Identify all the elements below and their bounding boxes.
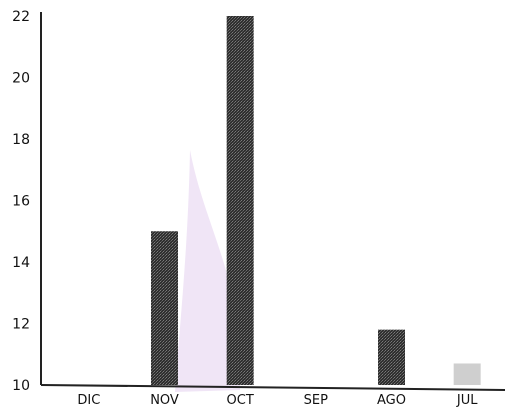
x-tick-label: AGO [377, 393, 406, 408]
y-tick-label: 22 [12, 9, 30, 25]
x-tick-label: JUL [456, 393, 478, 408]
x-tick-label: DIC [77, 393, 100, 408]
y-tick-label: 12 [12, 317, 30, 333]
y-tick-label: 14 [12, 255, 30, 271]
bar-jul [453, 363, 481, 385]
x-axis-labels: DIC NOV OCT SEP AGO JUL [77, 393, 478, 408]
y-tick-label: 10 [12, 378, 30, 394]
x-tick-label: NOV [150, 393, 179, 408]
bar-oct [226, 16, 254, 385]
y-tick-label: 18 [12, 132, 30, 148]
bars [151, 16, 481, 385]
bar-ago [378, 329, 405, 385]
y-axis-ticks: 10 12 14 16 18 20 22 [12, 9, 30, 394]
x-axis-line [40, 384, 506, 391]
background-tint [175, 150, 241, 392]
x-tick-label: OCT [227, 393, 254, 408]
y-tick-label: 20 [12, 71, 30, 87]
y-tick-label: 16 [12, 194, 30, 210]
x-tick-label: SEP [304, 393, 328, 408]
bar-nov [151, 231, 178, 385]
